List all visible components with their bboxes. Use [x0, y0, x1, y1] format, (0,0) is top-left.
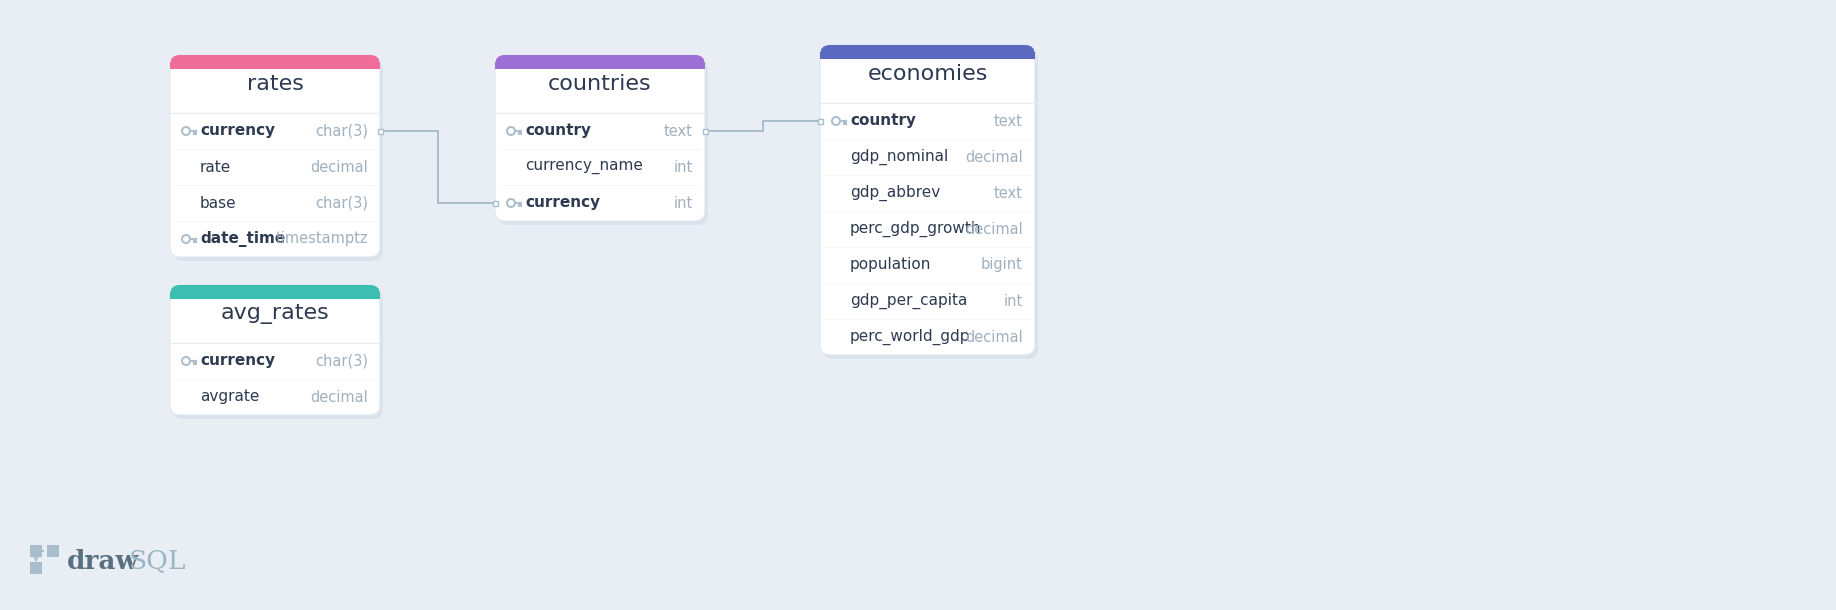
Text: SQL: SQL — [129, 549, 187, 574]
FancyBboxPatch shape — [171, 285, 380, 415]
Text: base: base — [200, 195, 237, 210]
FancyBboxPatch shape — [173, 289, 384, 419]
Text: char(3): char(3) — [316, 354, 367, 368]
Text: decimal: decimal — [966, 221, 1023, 237]
Text: rates: rates — [246, 74, 303, 94]
Text: countries: countries — [549, 74, 652, 94]
Text: int: int — [1004, 293, 1023, 309]
FancyBboxPatch shape — [171, 55, 380, 69]
Text: decimal: decimal — [966, 149, 1023, 165]
Bar — [817, 118, 823, 123]
Text: currency: currency — [525, 195, 600, 210]
Text: avgrate: avgrate — [200, 390, 259, 404]
FancyBboxPatch shape — [821, 45, 1036, 355]
FancyBboxPatch shape — [171, 55, 380, 257]
FancyBboxPatch shape — [821, 45, 1036, 59]
Text: decimal: decimal — [966, 329, 1023, 345]
Bar — [48, 545, 59, 557]
Text: gdp_per_capita: gdp_per_capita — [850, 293, 968, 309]
Text: gdp_nominal: gdp_nominal — [850, 149, 947, 165]
Bar — [496, 62, 705, 69]
Bar — [492, 201, 498, 206]
Text: int: int — [674, 159, 692, 174]
Text: currency: currency — [200, 354, 275, 368]
Text: decimal: decimal — [310, 159, 367, 174]
Bar — [378, 129, 382, 134]
Text: rate: rate — [200, 159, 231, 174]
Bar — [821, 52, 1036, 59]
Text: currency_name: currency_name — [525, 159, 643, 174]
FancyBboxPatch shape — [173, 59, 384, 261]
FancyBboxPatch shape — [498, 59, 709, 225]
Text: perc_gdp_growth: perc_gdp_growth — [850, 221, 982, 237]
Text: bigint: bigint — [980, 257, 1023, 273]
Text: avg_rates: avg_rates — [220, 304, 329, 324]
Text: text: text — [993, 185, 1023, 201]
Text: population: population — [850, 257, 931, 273]
Text: economies: economies — [867, 64, 988, 84]
Text: perc_world_gdp: perc_world_gdp — [850, 329, 971, 345]
Bar — [29, 562, 42, 574]
Text: int: int — [674, 195, 692, 210]
Text: currency: currency — [200, 123, 275, 138]
Text: date_time: date_time — [200, 231, 285, 247]
Text: text: text — [665, 123, 692, 138]
Bar — [703, 129, 707, 134]
FancyBboxPatch shape — [171, 285, 380, 299]
Text: draw: draw — [66, 549, 140, 574]
Text: decimal: decimal — [310, 390, 367, 404]
FancyBboxPatch shape — [496, 55, 705, 69]
Text: country: country — [850, 113, 916, 129]
Bar — [29, 545, 42, 557]
Text: text: text — [993, 113, 1023, 129]
Bar — [171, 62, 380, 69]
Text: char(3): char(3) — [316, 123, 367, 138]
Text: timestamptz: timestamptz — [275, 232, 367, 246]
FancyBboxPatch shape — [823, 49, 1037, 359]
Text: char(3): char(3) — [316, 195, 367, 210]
FancyBboxPatch shape — [496, 55, 705, 221]
Text: gdp_abbrev: gdp_abbrev — [850, 185, 940, 201]
Bar — [171, 292, 380, 299]
Text: country: country — [525, 123, 591, 138]
